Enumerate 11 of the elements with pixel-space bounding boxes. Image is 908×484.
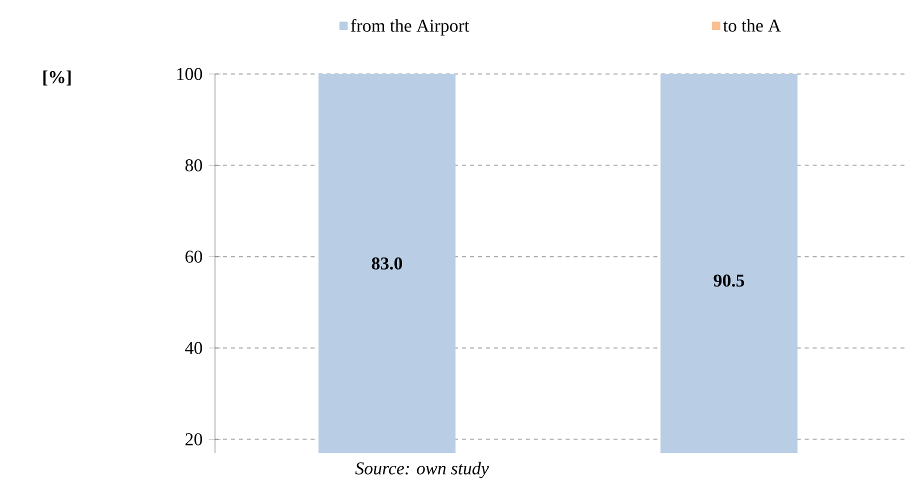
y-tick-label: 100 [177,68,202,80]
text: Source: own study [355,462,489,478]
legend-label: from the Airport [350,18,470,36]
y-tick-label: 20 [186,433,202,446]
legend-label: to the A [723,19,781,32]
y-tick-label: 80 [185,159,202,172]
y-tick-label: 60 [186,250,202,263]
text: [%] [43,70,71,86]
data-label: 90.5 [714,274,744,287]
y-tick-label: 40 [185,342,202,354]
data-label: 83.0 [372,257,402,270]
